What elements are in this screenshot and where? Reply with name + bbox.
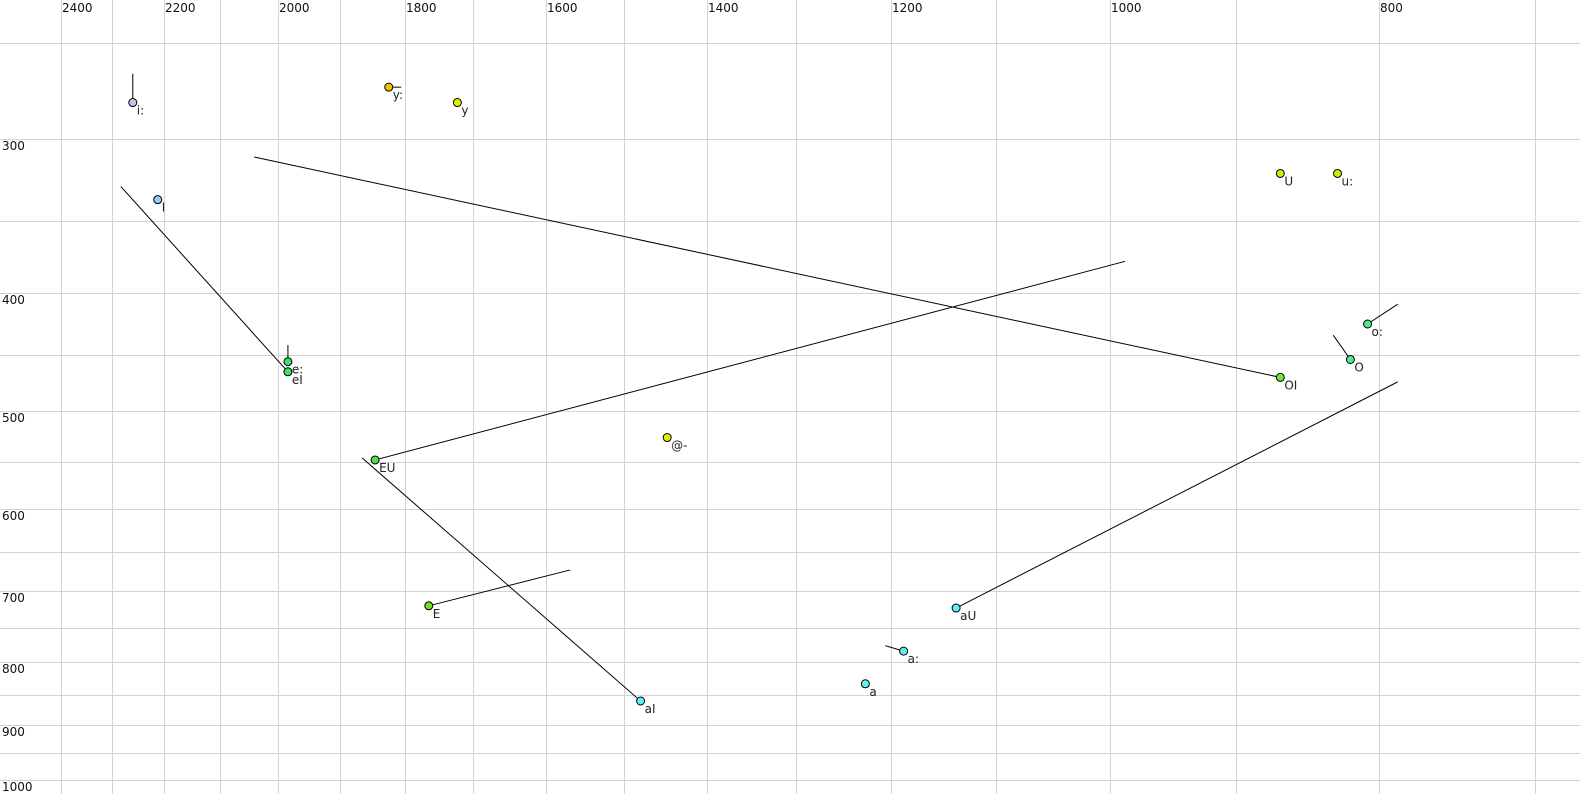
x-tick-label: 2000 <box>279 1 310 15</box>
x-tick-label: 2200 <box>165 1 196 15</box>
vowel-label: eI <box>292 373 303 387</box>
y-tick-label: 400 <box>2 293 25 307</box>
trajectory-line <box>1332 334 1351 360</box>
vowel-point <box>1345 354 1355 364</box>
x-tick-label: 1400 <box>708 1 739 15</box>
vowel-point <box>860 679 870 689</box>
vowel-point <box>452 98 462 108</box>
vowel-label: i: <box>137 104 144 118</box>
vowel-label: EU <box>379 461 395 475</box>
vowel-label: E <box>433 607 441 621</box>
vowel-point <box>424 601 434 611</box>
vowel-point <box>662 433 672 443</box>
x-tick-label: 1600 <box>547 1 578 15</box>
vowel-point <box>153 195 163 205</box>
vowel-label: e: <box>292 363 303 377</box>
vowel-label: @- <box>671 439 687 453</box>
trajectory-line <box>955 381 1398 609</box>
vowel-label: o: <box>1372 325 1383 339</box>
trajectory-line <box>428 569 571 607</box>
trajectories <box>120 73 1398 702</box>
x-tick-label: 1000 <box>1111 1 1142 15</box>
vowel-point <box>1275 372 1285 382</box>
trajectory-line <box>254 156 1281 378</box>
vowel-label: u: <box>1342 174 1354 188</box>
y-tick-label: 600 <box>2 509 25 523</box>
vowel-label: O <box>1354 360 1363 374</box>
vowel-label: aI <box>645 702 656 716</box>
y-tick-label: 300 <box>2 139 25 153</box>
vowel-point <box>1363 319 1373 329</box>
vowel-label: U <box>1284 174 1293 188</box>
vowel-label: OI <box>1284 378 1297 392</box>
y-tick-label: 800 <box>2 662 25 676</box>
x-tick-label: 1800 <box>406 1 437 15</box>
trajectory-line <box>374 260 1126 461</box>
vowel-label: a <box>869 685 876 699</box>
x-tick-label: 800 <box>1380 1 1403 15</box>
vowel-point <box>636 696 646 706</box>
vowel-label: a: <box>908 652 919 666</box>
y-tick-label: 700 <box>2 591 25 605</box>
vowel-point <box>1333 168 1343 178</box>
y-tick-label: 900 <box>2 725 25 739</box>
trajectory-line <box>361 457 641 702</box>
y-tick-label: 1000 <box>2 780 33 794</box>
vowel-point <box>370 455 380 465</box>
x-tick-label: 2400 <box>62 1 93 15</box>
trajectory-line <box>120 186 289 373</box>
vowel-point <box>283 357 293 367</box>
vowel-label: y: <box>393 88 403 102</box>
trajectory-line <box>1367 303 1398 325</box>
axis-ticks: 2400 2200 2000 1800 1600 1400 1200 1000 800 300 40… <box>2 1 1403 794</box>
vowel-point <box>384 82 394 92</box>
vowel-point <box>283 367 293 377</box>
vowel-label: I <box>162 201 166 215</box>
vowel-point <box>1275 168 1285 178</box>
vowel-point <box>128 98 138 108</box>
vowel-point <box>951 603 961 613</box>
y-tick-label: 500 <box>2 411 25 425</box>
points: i: y: y Ie:eI U u: o: O OI EU @- EaI aU a: a <box>128 82 1383 716</box>
x-tick-label: 1200 <box>892 1 923 15</box>
vowel-label: aU <box>960 609 976 623</box>
vowel-label: y <box>461 104 468 118</box>
vowel-point <box>899 646 909 656</box>
